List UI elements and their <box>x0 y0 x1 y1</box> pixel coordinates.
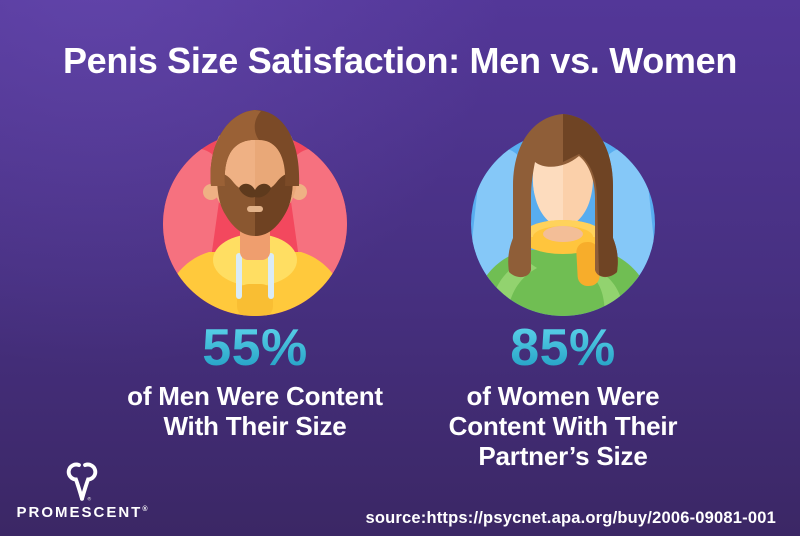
caption-line: Partner’s Size <box>478 441 648 472</box>
percent-women: 85% <box>510 319 616 377</box>
caption-line: With Their Size <box>163 411 347 442</box>
caption-line: Content With Their <box>448 411 678 442</box>
ram-horns-icon: ® <box>66 462 98 501</box>
page-title: Penis Size Satisfaction: Men vs. Women <box>62 40 738 81</box>
brand-logo: ® PROMESCENT® <box>2 459 162 521</box>
caption-men: of Men Were Content With Their Size <box>127 381 383 441</box>
wordmark-trademark: ® <box>142 506 148 513</box>
man-avatar-icon <box>163 110 347 316</box>
woman-avatar-icon <box>471 114 655 316</box>
man-head <box>203 110 307 260</box>
caption-women: of Women Were Content With Their Partner… <box>449 381 678 471</box>
stat-men: 55% of Men Were Content With Their Size <box>105 106 405 441</box>
caption-line: of Men Were Content <box>127 381 383 411</box>
logo-trademark: ® <box>88 495 92 501</box>
caption-line: of Women Were <box>466 381 660 411</box>
brand-wordmark: PROMESCENT® <box>16 504 148 521</box>
stat-women: 85% of Women Were Content With Their Par… <box>413 106 713 471</box>
woman-head <box>508 114 618 287</box>
percent-men: 55% <box>202 319 308 377</box>
source-url[interactable]: source:https://psycnet.apa.org/buy/2006-… <box>365 509 776 527</box>
